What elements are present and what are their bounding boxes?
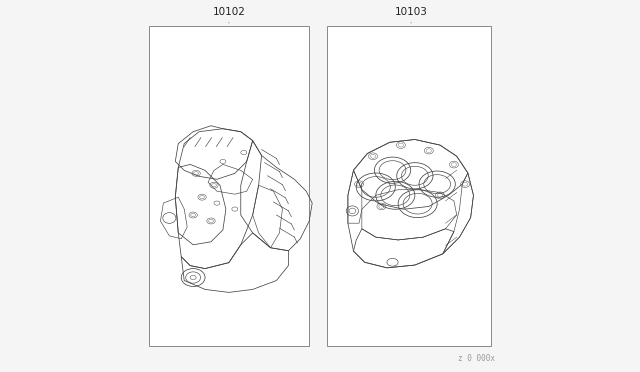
- Text: 10103: 10103: [395, 7, 428, 17]
- Bar: [149, 26, 309, 346]
- Text: 10102: 10102: [212, 7, 245, 17]
- Text: z 0 000x: z 0 000x: [458, 354, 495, 363]
- Bar: [328, 26, 491, 346]
